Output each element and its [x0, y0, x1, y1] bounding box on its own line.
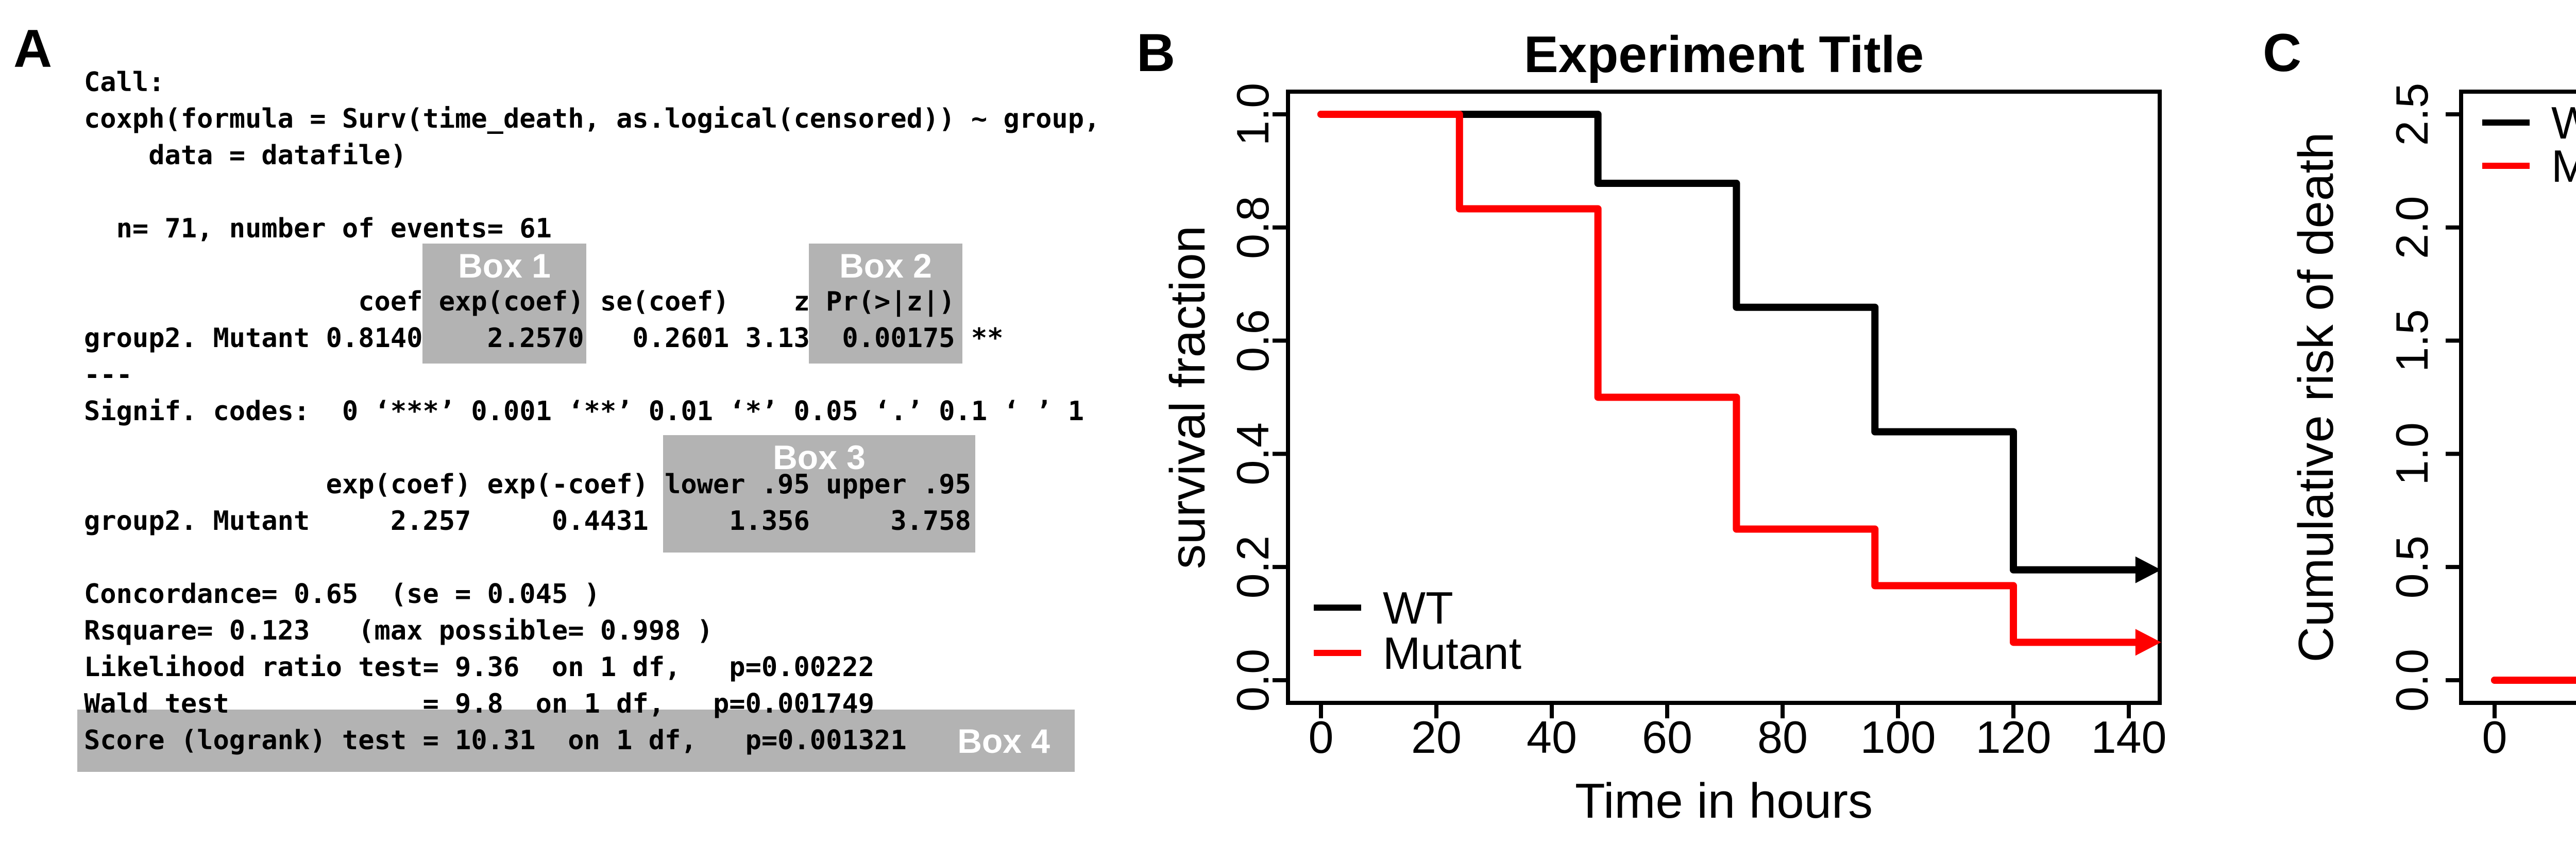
plot-frame-c [2459, 90, 2576, 705]
highlight-box-1-label: Box 1 [458, 247, 551, 285]
highlight-box-3: Box 3 [663, 435, 975, 553]
highlight-box-2-label: Box 2 [839, 247, 932, 285]
panel-label-b: B [1137, 23, 1176, 83]
legend-label-wt-c: WT [2551, 97, 2576, 148]
y-tick-label-b: 0.8 [1227, 196, 1278, 259]
series-path-mutant-b [1317, 110, 2140, 646]
series-arrowhead-wt-b [2135, 556, 2161, 583]
legend-label-mutant-b: Mutant [1383, 628, 1521, 679]
series-arrowhead-mutant-b [2135, 629, 2161, 656]
y-tick-label-c: 0.0 [2386, 649, 2437, 712]
y-axis-title-c: Cumulative risk of death [2289, 132, 2344, 663]
y-tick-label-b: 0.2 [1227, 536, 1278, 598]
y-tick-label-c: 1.0 [2386, 422, 2437, 485]
series-path-mutant-c [2491, 676, 2576, 684]
y-tick-label-c: 0.5 [2386, 536, 2437, 598]
x-tick-label-b: 140 [2091, 712, 2167, 763]
y-tick-label-b: 0.4 [1227, 422, 1278, 485]
console-output: Call: coxph(formula = Surv(time_death, a… [84, 67, 1100, 756]
y-tick-label-b: 0.0 [1227, 649, 1278, 712]
y-tick-label-b: 1.0 [1227, 83, 1278, 146]
y-tick-label-c: 2.5 [2386, 83, 2437, 146]
highlight-box-1: Box 1 [422, 244, 586, 364]
panel-label-a: A [13, 19, 53, 79]
highlight-box-2: Box 2 [809, 244, 962, 364]
legend-label-wt-b: WT [1383, 582, 1453, 633]
plot-c: 0204060801001201400.00.51.01.52.02.5Expe… [2289, 83, 2576, 763]
x-tick-label-b: 60 [1642, 712, 1692, 763]
x-tick-label-b: 0 [1309, 712, 1334, 763]
y-axis-title-b: survival fraction [1160, 226, 1215, 569]
series-path-wt-b [1317, 110, 2140, 574]
x-tick-label-b: 120 [1976, 712, 2052, 763]
plot-frame-b [1286, 90, 2162, 705]
x-tick-label-b: 40 [1527, 712, 1577, 763]
panel-label-c: C [2263, 23, 2302, 83]
x-tick-label-b: 20 [1411, 712, 1462, 763]
series-path-wt-c [2491, 676, 2576, 684]
y-tick-label-c: 1.5 [2386, 309, 2437, 372]
highlight-box-4-label: Box 4 [957, 721, 1050, 760]
legend-label-mutant-c: Mutant [2551, 141, 2576, 192]
plot-b: 0 20 40 60 80 100 120 140 0.0 0.2 0.4 0.6 0.8 1.0 Expe… [1160, 26, 2166, 829]
plot-title-b: Experiment Title [1524, 26, 1924, 83]
x-tick-label-c: 0 [2482, 712, 2507, 763]
highlight-box-4: Box 4 [77, 710, 1075, 772]
x-tick-label-b: 80 [1757, 712, 1808, 763]
y-tick-label-b: 0.6 [1227, 309, 1278, 372]
y-tick-label-c: 2.0 [2386, 196, 2437, 259]
x-tick-label-b: 100 [1860, 712, 1936, 763]
x-axis-title-b: Time in hours [1575, 773, 1873, 829]
highlight-box-3-label: Box 3 [773, 438, 866, 476]
